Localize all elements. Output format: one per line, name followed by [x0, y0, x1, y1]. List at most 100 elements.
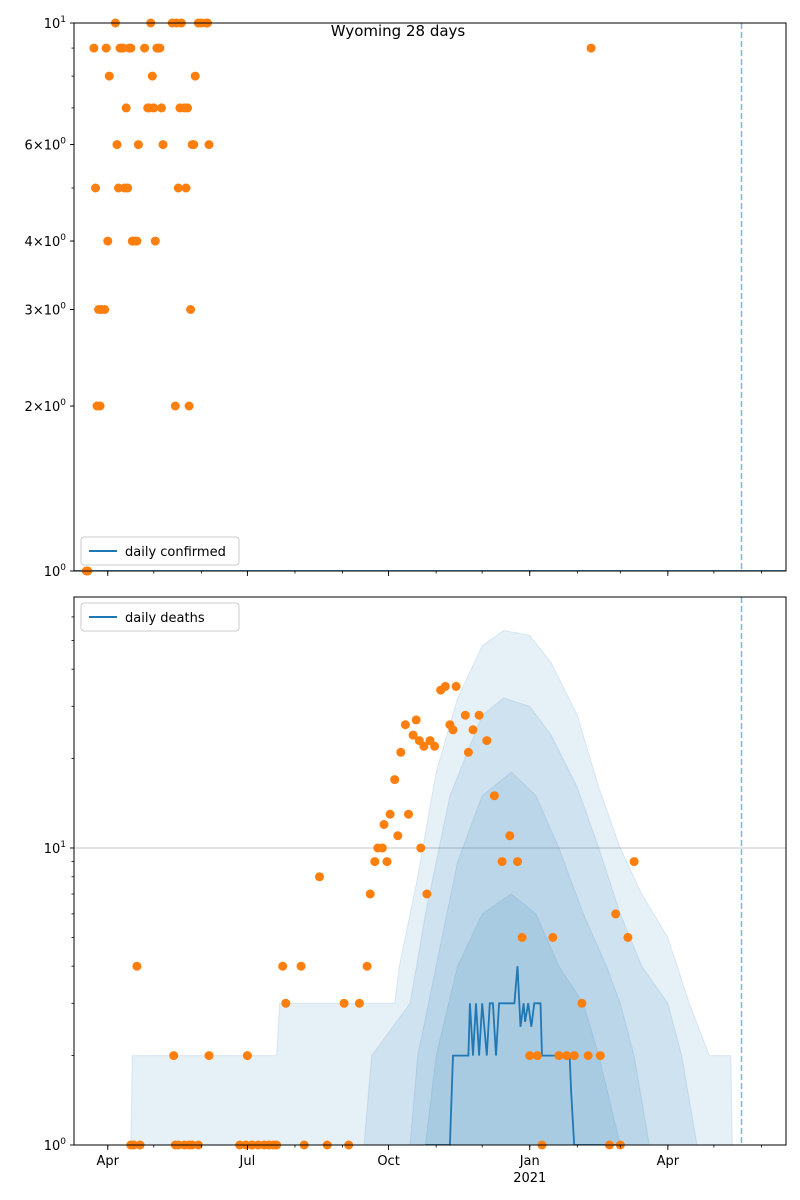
- data-point: [354, 998, 364, 1008]
- data-point: [448, 725, 458, 735]
- data-point: [411, 715, 421, 725]
- confidence-band: [130, 629, 733, 1145]
- data-point: [103, 236, 113, 246]
- data-point: [173, 183, 183, 193]
- legend-box: [80, 536, 240, 566]
- data-point: [623, 932, 633, 942]
- data-point: [278, 961, 288, 971]
- data-point: [158, 140, 168, 150]
- x-tick-label: Apr: [97, 1154, 120, 1169]
- data-point: [95, 401, 105, 411]
- data-point: [408, 730, 418, 740]
- data-point: [583, 1051, 593, 1061]
- data-point: [463, 747, 473, 757]
- data-point: [586, 43, 596, 53]
- data-point: [562, 1051, 572, 1061]
- data-point: [101, 43, 111, 53]
- data-point: [155, 43, 165, 53]
- data-point: [422, 889, 432, 899]
- data-point: [123, 183, 133, 193]
- data-point: [189, 140, 199, 150]
- data-point: [377, 843, 387, 853]
- data-point: [184, 401, 194, 411]
- data-point: [468, 725, 478, 735]
- data-point: [404, 809, 413, 819]
- data-point: [339, 998, 349, 1008]
- data-point: [140, 43, 150, 53]
- data-point: [505, 831, 515, 841]
- data-point: [181, 183, 191, 193]
- legend: daily deaths: [80, 602, 240, 632]
- data-point: [513, 857, 522, 867]
- legend-label: daily confirmed: [125, 545, 226, 560]
- data-point: [89, 43, 99, 53]
- x-tick-label: Jul: [239, 1154, 256, 1169]
- confidence-band: [363, 697, 698, 1145]
- data-point: [611, 909, 621, 919]
- data-point: [132, 236, 142, 246]
- data-point: [440, 681, 450, 691]
- chart-title: Wyoming 28 days: [331, 22, 466, 40]
- data-point: [126, 43, 136, 53]
- data-point: [242, 1051, 252, 1061]
- y-tick-label: 6×100: [25, 137, 67, 154]
- scatter-points: [126, 681, 639, 1150]
- legend-box: [80, 602, 240, 632]
- data-point: [489, 791, 499, 801]
- y-tick-label: 3×100: [25, 302, 67, 319]
- data-point: [169, 1051, 179, 1061]
- data-point: [104, 71, 114, 81]
- data-point: [451, 681, 461, 691]
- data-point: [132, 961, 142, 971]
- data-point: [150, 236, 160, 246]
- x-tick-label: Oct: [377, 1154, 399, 1169]
- data-point: [419, 741, 429, 751]
- data-point: [296, 961, 306, 971]
- data-point: [379, 820, 389, 829]
- data-point: [554, 1051, 564, 1061]
- data-point: [204, 140, 214, 150]
- axes-frame: [73, 22, 787, 572]
- data-point: [149, 103, 159, 113]
- data-point: [204, 1051, 214, 1061]
- data-point: [517, 932, 527, 942]
- data-point: [382, 857, 392, 867]
- y-tick-label: 2×100: [25, 398, 67, 415]
- x-tick-label: Jan: [519, 1154, 540, 1169]
- plot-area: [74, 23, 786, 571]
- legend: daily confirmed: [80, 536, 240, 566]
- data-point: [532, 1051, 542, 1061]
- data-point: [629, 857, 639, 867]
- data-point: [183, 103, 193, 113]
- data-point: [595, 1051, 605, 1061]
- data-point: [385, 809, 395, 819]
- data-point: [112, 140, 122, 150]
- data-point: [390, 775, 400, 785]
- data-point: [121, 103, 131, 113]
- data-point: [460, 710, 470, 720]
- data-point: [577, 998, 587, 1008]
- scatter-points: [81, 18, 596, 576]
- data-point: [190, 71, 200, 81]
- data-point: [365, 889, 375, 899]
- legend-label: daily deaths: [125, 611, 205, 626]
- data-point: [186, 305, 196, 314]
- data-point: [497, 857, 507, 867]
- data-point: [393, 831, 403, 841]
- data-point: [569, 1051, 579, 1061]
- data-point: [157, 103, 166, 113]
- data-point: [482, 736, 492, 746]
- data-point: [170, 401, 180, 411]
- data-point: [474, 710, 484, 720]
- data-point: [370, 857, 380, 867]
- axes-frame: [73, 596, 787, 1146]
- series-line: [425, 966, 621, 1145]
- data-point: [400, 720, 410, 730]
- data-point: [100, 305, 110, 314]
- data-point: [281, 998, 291, 1008]
- data-point: [548, 932, 558, 942]
- x-tick-label: Apr: [657, 1154, 680, 1169]
